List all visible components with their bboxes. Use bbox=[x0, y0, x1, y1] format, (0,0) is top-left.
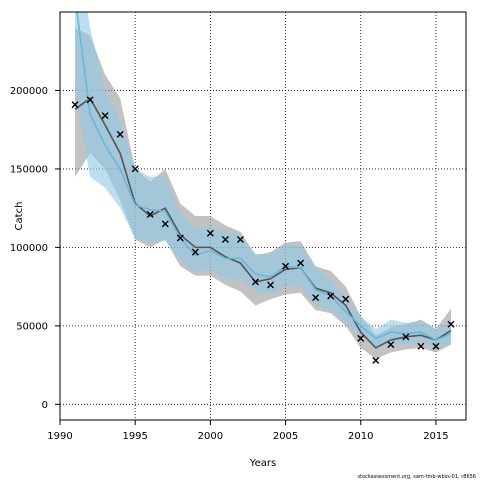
observed-point bbox=[146, 210, 154, 218]
observed-point bbox=[342, 295, 350, 303]
observed-point bbox=[312, 294, 320, 302]
x-tick-label: 2010 bbox=[348, 431, 373, 442]
x-tick-label: 2000 bbox=[198, 431, 223, 442]
observed-point bbox=[417, 342, 425, 350]
x-tick-label: 1995 bbox=[122, 431, 147, 442]
observed-point bbox=[402, 333, 410, 341]
x-tick-label: 2015 bbox=[423, 431, 448, 442]
observed-point bbox=[251, 278, 259, 286]
observed-point bbox=[236, 236, 244, 244]
observed-point bbox=[206, 229, 214, 237]
credit-text: stockassessment.org, sam-tmb-wbss-01, r8… bbox=[357, 474, 476, 480]
x-axis-title: Years bbox=[249, 458, 276, 469]
y-tick-label: 150000 bbox=[10, 164, 48, 175]
observed-point bbox=[327, 292, 335, 300]
observed-point bbox=[447, 320, 455, 328]
observed-point bbox=[282, 262, 290, 270]
observed-point bbox=[86, 96, 94, 104]
ci-bands-layer bbox=[75, 12, 451, 359]
observed-points-layer bbox=[71, 96, 455, 364]
tick-layer: 1990 1995 2000 2005 2010 2015 0 50000 100000 1500… bbox=[10, 86, 449, 442]
observed-point bbox=[131, 165, 139, 173]
y-tick-label: 50000 bbox=[16, 321, 48, 332]
observed-point bbox=[432, 342, 440, 350]
grid-layer bbox=[59, 12, 466, 420]
observed-point bbox=[176, 234, 184, 242]
x-tick-label: 2005 bbox=[273, 431, 298, 442]
observed-point bbox=[267, 281, 275, 289]
estimate-line-2 bbox=[76, 12, 452, 341]
plot-frame bbox=[59, 11, 467, 421]
observed-point bbox=[372, 356, 380, 364]
observed-point bbox=[357, 334, 365, 342]
observed-point bbox=[387, 341, 395, 349]
observed-point bbox=[71, 101, 79, 109]
observed-point bbox=[101, 112, 109, 120]
y-tick-label: 200000 bbox=[10, 86, 48, 97]
observed-point bbox=[297, 259, 305, 267]
observed-point bbox=[191, 248, 199, 256]
observed-point bbox=[116, 130, 124, 138]
y-axis-title: Catch bbox=[14, 202, 25, 231]
y-tick-label: 0 bbox=[42, 400, 48, 411]
y-tick-label: 100000 bbox=[10, 243, 48, 254]
observed-point bbox=[161, 220, 169, 228]
x-tick-label: 1990 bbox=[47, 431, 72, 442]
observed-point bbox=[221, 236, 229, 244]
